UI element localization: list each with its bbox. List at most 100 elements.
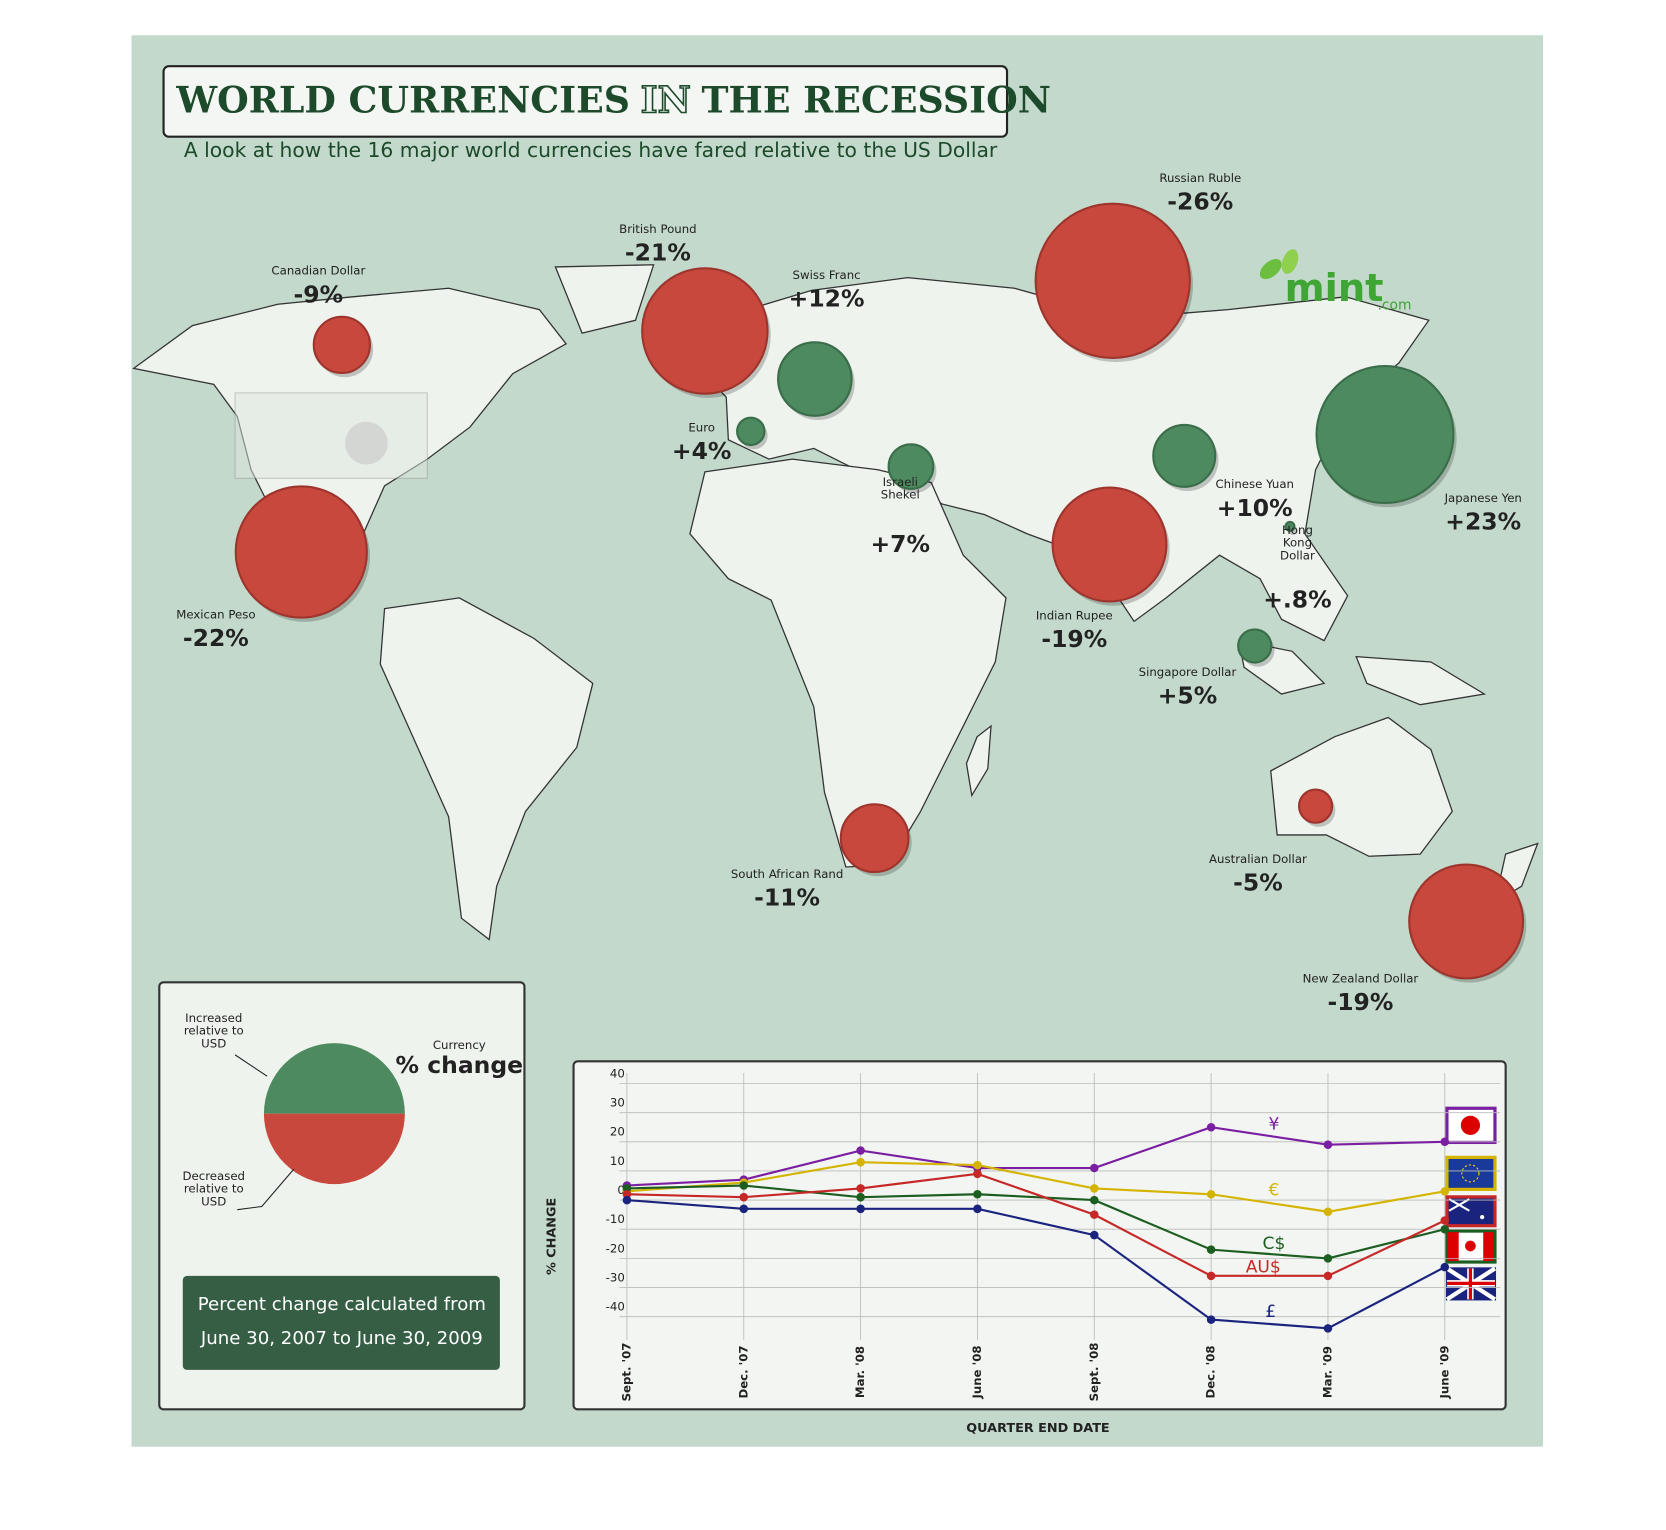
y-tick-label: -40 — [606, 1300, 625, 1314]
x-tick-label: Dec. '07 — [736, 1345, 750, 1398]
currency-change: -22% — [183, 624, 249, 652]
currency-change: -21% — [625, 239, 691, 267]
point — [973, 1160, 982, 1170]
coin — [1284, 520, 1296, 532]
point — [856, 1157, 865, 1167]
coin — [1051, 486, 1168, 603]
coin — [736, 416, 766, 447]
point — [856, 1192, 865, 1202]
point — [622, 1195, 632, 1205]
y-tick-label: -20 — [606, 1241, 625, 1255]
series-line — [626, 1161, 1445, 1213]
point — [1206, 1315, 1216, 1324]
title-box — [162, 65, 1009, 138]
point — [1440, 1224, 1450, 1234]
currency-change: -19% — [1041, 625, 1107, 653]
coin — [1152, 423, 1217, 488]
coin — [1408, 863, 1525, 980]
coin — [312, 315, 372, 375]
currency-change: +10% — [1217, 494, 1293, 522]
chart-box — [572, 1060, 1507, 1411]
currency-name: Swiss Franc — [793, 268, 861, 282]
point — [1440, 1216, 1450, 1225]
y-tick-label: 20 — [610, 1125, 625, 1139]
point — [856, 1184, 865, 1193]
currency-name: British Pound — [619, 222, 696, 236]
currency-name: Israeli Shekel — [880, 476, 920, 502]
point — [1090, 1184, 1099, 1193]
series-line — [626, 1172, 1446, 1277]
point — [1440, 1137, 1450, 1147]
title-part: IN — [641, 79, 691, 122]
point — [1090, 1230, 1099, 1240]
point — [1440, 1187, 1450, 1196]
y-tick-label: 0 — [617, 1183, 624, 1197]
legend-currency: Currency — [433, 1038, 486, 1052]
y-tick-label: 30 — [610, 1096, 625, 1110]
note-box — [182, 1275, 500, 1370]
brand: mint — [1285, 266, 1384, 311]
point — [1323, 1324, 1333, 1333]
currency-change: +4% — [672, 437, 732, 465]
point — [1206, 1271, 1216, 1281]
currency-name: Singapore Dollar — [1139, 665, 1237, 679]
currency-name: Australian Dollar — [1209, 852, 1307, 866]
coin — [1034, 202, 1191, 359]
currency-name: Israeli Shekel — [880, 476, 920, 502]
coin — [1237, 628, 1273, 664]
x-axis-label: QUARTER END DATE — [966, 1421, 1109, 1436]
x-tick-label: Dec. '08 — [1204, 1345, 1218, 1398]
y-tick-label: -10 — [606, 1212, 625, 1226]
y-axis-label: % CHANGE — [545, 1198, 560, 1275]
coin — [887, 443, 935, 490]
coin — [839, 803, 910, 874]
legend-decreased: Decreased relative to USD — [182, 1170, 245, 1208]
coin — [1315, 365, 1455, 505]
currency-change: +7% — [871, 530, 931, 558]
point — [1090, 1195, 1099, 1205]
point — [1323, 1271, 1333, 1281]
series-label: C$ — [1263, 1234, 1286, 1254]
point — [973, 1204, 982, 1214]
currency-name: Hong Kong Dollar — [1280, 524, 1315, 563]
title-part: WORLD CURRENCIES — [175, 79, 630, 122]
title-part: THE RECESSION — [702, 79, 1051, 122]
currency-change: -26% — [1167, 187, 1233, 215]
point — [1323, 1140, 1333, 1149]
currency-name: Canadian Dollar — [271, 264, 365, 278]
note: Percent change calculated from June 30, … — [198, 1294, 486, 1350]
point — [1323, 1207, 1333, 1217]
point — [856, 1146, 865, 1155]
point — [739, 1192, 749, 1202]
point — [973, 1189, 982, 1199]
series-label: £ — [1265, 1302, 1276, 1322]
currency-name: Mexican Peso — [176, 607, 255, 621]
brand-logo: mint .com — [1259, 249, 1412, 313]
y-tick-label: -30 — [606, 1270, 625, 1284]
x-tick-label: Mar. '09 — [1320, 1346, 1334, 1398]
currency-name: Hong Kong Dollar — [1280, 524, 1315, 563]
subtitle: A look at how the 16 major world currenc… — [184, 138, 998, 162]
point — [856, 1204, 865, 1214]
series-line — [626, 1184, 1446, 1260]
point — [1323, 1254, 1333, 1263]
flags — [1445, 1106, 1497, 1302]
coin — [234, 485, 368, 619]
coin — [641, 267, 769, 395]
currency-change: +12% — [789, 285, 865, 313]
legend-change: % change — [396, 1051, 524, 1079]
point — [1206, 1189, 1216, 1199]
currency-name: Chinese Yuan — [1215, 477, 1293, 491]
legend-increased: Increased relative to USD — [184, 1012, 244, 1050]
currency-change: +5% — [1158, 682, 1218, 710]
point — [739, 1204, 749, 1214]
point — [1206, 1245, 1216, 1254]
currency-name: Indian Rupee — [1036, 609, 1113, 623]
point — [1440, 1262, 1450, 1272]
x-tick-label: Mar. '08 — [853, 1346, 867, 1398]
currency-name: South African Rand — [731, 867, 843, 881]
series-line — [626, 1126, 1445, 1187]
currency-change: -19% — [1327, 988, 1393, 1016]
dollar-bill — [234, 392, 428, 479]
